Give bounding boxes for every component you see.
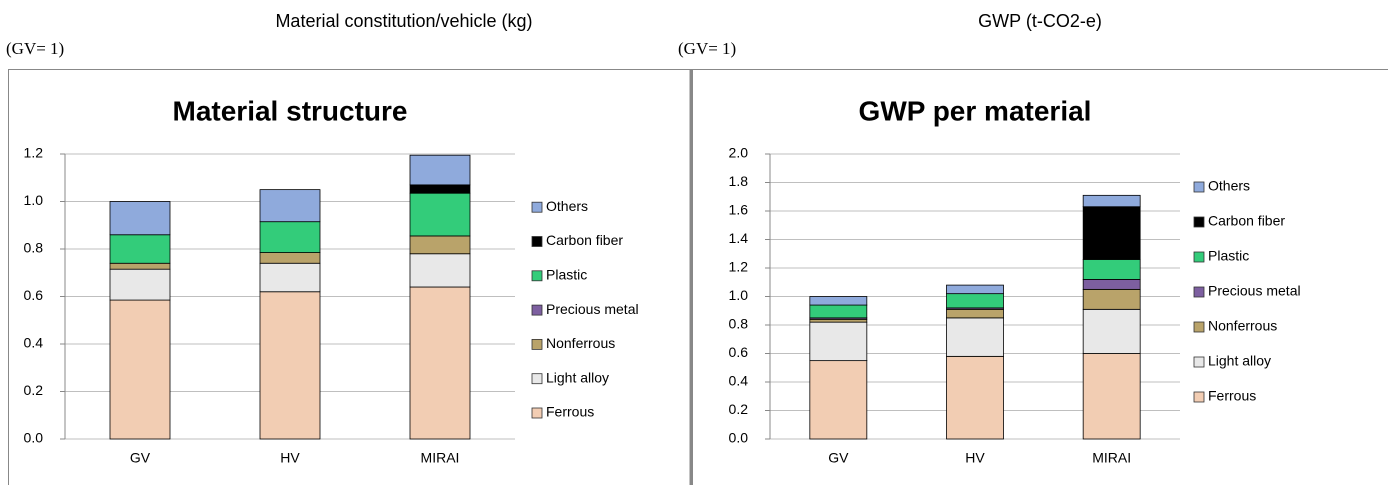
bar-segment bbox=[409, 235, 471, 255]
legend-swatch bbox=[531, 407, 543, 419]
bar-segment bbox=[1082, 194, 1141, 208]
y-tick-label: 0.0 bbox=[24, 430, 44, 446]
legend-label: Light alloy bbox=[1208, 353, 1271, 369]
bar-segment bbox=[259, 221, 321, 253]
y-tick-label: 0.0 bbox=[729, 430, 749, 446]
bar-segment bbox=[809, 360, 868, 440]
bar-segment bbox=[1082, 259, 1141, 280]
legend-swatch bbox=[1193, 356, 1205, 368]
y-tick-label: 1.6 bbox=[729, 202, 749, 218]
chart-title: GWP per material bbox=[859, 95, 1092, 126]
x-tick-label: GV bbox=[828, 450, 849, 466]
legend-swatch bbox=[1193, 286, 1205, 298]
legend-swatch bbox=[531, 236, 543, 247]
bar-segment bbox=[409, 154, 471, 186]
bar-segment bbox=[109, 299, 171, 440]
bar-segment bbox=[946, 317, 1004, 357]
bar-segment bbox=[809, 321, 868, 362]
y-tick-label: 1.2 bbox=[729, 259, 749, 275]
legend-swatch bbox=[531, 270, 543, 282]
y-tick-label: 1.4 bbox=[729, 230, 749, 246]
legend-label: Precious metal bbox=[1208, 283, 1301, 299]
legend-label: Precious metal bbox=[546, 301, 639, 317]
legend-swatch bbox=[1193, 251, 1205, 263]
bar-segment bbox=[409, 192, 471, 237]
legend-label: Plastic bbox=[1208, 248, 1249, 264]
legend-swatch bbox=[531, 201, 543, 213]
chart-title: Material structure bbox=[173, 95, 408, 126]
y-tick-label: 0.6 bbox=[729, 344, 749, 360]
bar-segment bbox=[1082, 288, 1141, 310]
bar-segment bbox=[1082, 308, 1141, 354]
legend-swatch bbox=[1193, 391, 1205, 403]
bar-segment bbox=[109, 201, 171, 236]
bar-segment bbox=[259, 291, 321, 440]
bar-segment bbox=[1082, 278, 1141, 290]
legend-label: Ferrous bbox=[546, 404, 594, 420]
x-tick-label: MIRAI bbox=[1092, 450, 1131, 466]
bar-segment bbox=[259, 262, 321, 293]
legend-label: Carbon fiber bbox=[1208, 213, 1285, 229]
y-tick-label: 0.2 bbox=[729, 401, 749, 417]
x-tick-label: GV bbox=[130, 450, 151, 466]
y-tick-label: 0.6 bbox=[24, 287, 44, 303]
bar-segment bbox=[809, 296, 868, 306]
legend-label: Carbon fiber bbox=[546, 232, 623, 248]
bar-segment bbox=[809, 318, 868, 323]
header-note: (GV= 1) bbox=[678, 39, 736, 58]
legend-swatch bbox=[1193, 216, 1205, 228]
legend-label: Others bbox=[1208, 178, 1250, 194]
bar-segment bbox=[946, 308, 1004, 319]
header-title: Material constitution/vehicle (kg) bbox=[275, 11, 532, 31]
legend-label: Light alloy bbox=[546, 369, 609, 385]
bar-segment bbox=[409, 253, 471, 288]
bar-segment bbox=[409, 286, 471, 440]
legend-swatch bbox=[531, 338, 543, 350]
chart-frame bbox=[692, 69, 1388, 485]
bar-segment bbox=[109, 262, 171, 270]
bar-segment bbox=[259, 252, 321, 264]
y-tick-label: 1.8 bbox=[729, 173, 749, 189]
y-tick-label: 1.0 bbox=[24, 192, 44, 208]
bar-segment bbox=[946, 284, 1004, 295]
legend-swatch bbox=[1193, 321, 1205, 333]
y-tick-label: 0.8 bbox=[729, 316, 749, 332]
header-note: (GV= 1) bbox=[6, 39, 64, 58]
bar-segment bbox=[946, 355, 1004, 440]
bar-segment bbox=[809, 304, 868, 319]
y-tick-label: 0.2 bbox=[24, 382, 44, 398]
legend-label: Nonferrous bbox=[1208, 318, 1277, 334]
y-tick-label: 1.2 bbox=[24, 145, 44, 161]
bar-segment bbox=[109, 268, 171, 301]
y-tick-label: 0.8 bbox=[24, 240, 44, 256]
y-tick-label: 1.0 bbox=[729, 287, 749, 303]
bar-segment bbox=[409, 184, 471, 194]
bar-segment bbox=[259, 189, 321, 223]
legend-label: Ferrous bbox=[1208, 388, 1256, 404]
header-title: GWP (t-CO2-e) bbox=[978, 11, 1102, 31]
bar-segment bbox=[946, 293, 1004, 309]
legend-swatch bbox=[1193, 181, 1205, 193]
x-tick-label: HV bbox=[280, 450, 300, 466]
bar-segment bbox=[1082, 353, 1141, 440]
legend-swatch bbox=[531, 373, 543, 385]
y-tick-label: 0.4 bbox=[24, 335, 44, 351]
y-tick-label: 0.4 bbox=[729, 373, 749, 389]
legend-swatch bbox=[531, 304, 543, 316]
y-tick-label: 2.0 bbox=[729, 145, 749, 161]
legend-label: Others bbox=[546, 198, 588, 214]
x-tick-label: HV bbox=[965, 450, 985, 466]
legend-label: Plastic bbox=[546, 267, 587, 283]
x-tick-label: MIRAI bbox=[421, 450, 460, 466]
legend-label: Nonferrous bbox=[546, 335, 615, 351]
bar-segment bbox=[1082, 206, 1141, 260]
bar-segment bbox=[109, 234, 171, 264]
